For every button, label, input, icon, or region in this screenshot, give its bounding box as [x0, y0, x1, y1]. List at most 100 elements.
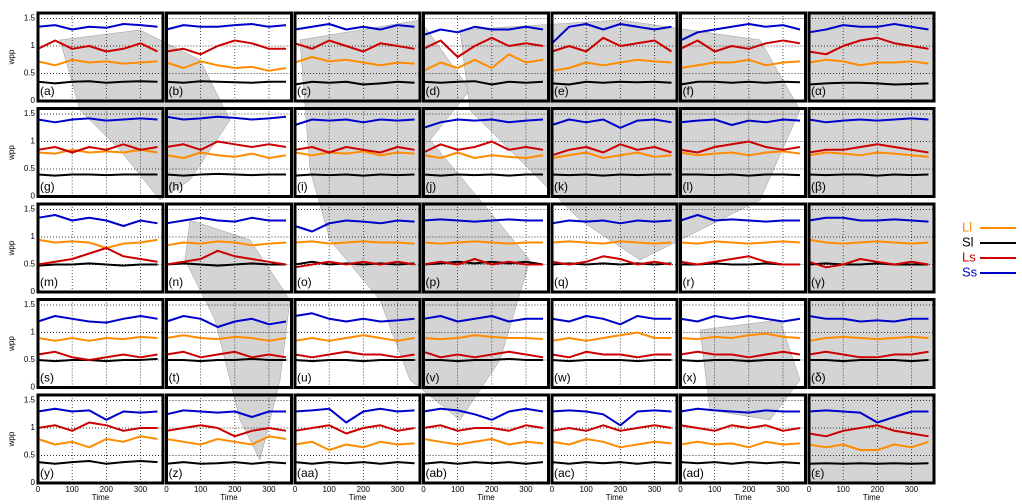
series-line [423, 240, 543, 245]
series-line [294, 150, 415, 157]
series-line [166, 240, 287, 247]
series-line [551, 173, 672, 177]
series-line [37, 315, 158, 324]
x-tick-label: 300 [134, 485, 148, 494]
x-tick-label: 0 [421, 485, 426, 494]
panel-label: (a) [40, 84, 55, 98]
series-line [37, 460, 158, 465]
series-line [37, 117, 158, 124]
series-line [294, 219, 415, 233]
x-tick-label: 0 [807, 485, 812, 494]
series-line [166, 357, 286, 363]
series-line [680, 150, 801, 157]
panel-frame [293, 11, 422, 103]
series-line [808, 424, 929, 438]
series-line [680, 407, 800, 414]
panel-frame [679, 11, 807, 103]
series-line [166, 151, 287, 159]
series-line [423, 350, 544, 359]
panel-background [809, 395, 934, 483]
series-line [37, 39, 158, 53]
x-tick-label: 200 [871, 485, 885, 494]
panel-label: (n) [169, 275, 184, 289]
series-line [680, 424, 801, 432]
series-line [37, 80, 158, 85]
x-tick-label: 0 [293, 485, 298, 494]
panel-label: (aa) [297, 466, 318, 480]
panel-frame [165, 202, 293, 294]
series-line [808, 238, 929, 245]
series-line [809, 359, 929, 363]
series-line [680, 315, 801, 323]
series-line [37, 435, 158, 449]
panel-label: (z) [169, 466, 183, 480]
series-line [423, 36, 544, 58]
series-line [37, 262, 158, 267]
panel-frame [36, 202, 165, 294]
series-line [680, 118, 801, 126]
panel-frame [550, 11, 679, 103]
panel-frame [807, 393, 936, 485]
panel-label: (y) [40, 466, 54, 480]
series-line [166, 315, 287, 328]
panel-label: (t) [169, 371, 180, 385]
panel-label: (α) [811, 84, 826, 98]
series-line [551, 409, 672, 427]
panel-frame [36, 11, 165, 103]
series-line [166, 140, 287, 151]
series-line [166, 172, 286, 177]
series-line [808, 58, 929, 67]
series-line [680, 39, 801, 53]
panel-label: (j) [426, 180, 437, 194]
series-line [37, 58, 158, 67]
series-line [37, 143, 158, 154]
series-line [166, 350, 287, 359]
series-line [680, 140, 801, 154]
series-line [808, 23, 929, 34]
series-line [294, 461, 415, 465]
panel-frame [293, 107, 422, 198]
x-tick-label: 200 [614, 485, 628, 494]
y-tick-label: 0.5 [24, 260, 36, 269]
y-tick-label: 0 [31, 383, 36, 392]
y-tick-label: 1.5 [24, 396, 36, 405]
series-line [680, 58, 801, 69]
series-line [423, 151, 544, 159]
y-tick-label: 0.5 [24, 355, 36, 364]
series-line [294, 407, 415, 424]
panel-label: (o) [297, 275, 312, 289]
series-line [808, 262, 929, 266]
y-tick-label: 1 [31, 137, 36, 146]
panel-label: (w) [554, 371, 571, 385]
x-tick-label: 300 [776, 485, 790, 494]
series-line [680, 23, 801, 42]
series-line [423, 424, 544, 432]
series-line [551, 36, 673, 53]
x-tick-label: 100 [836, 485, 850, 494]
series-line [166, 334, 287, 342]
x-axis-label: Time [477, 493, 495, 502]
panel-frame [165, 298, 293, 389]
series-line [166, 216, 286, 225]
panel-frame [422, 298, 550, 389]
series-line [680, 255, 800, 266]
panel-label: (e) [554, 84, 569, 98]
panel-frame [293, 393, 422, 485]
panel-label: (β) [811, 180, 826, 194]
legend-label: Sl [962, 234, 974, 249]
x-axis-label: Time [220, 493, 238, 502]
y-tick-label: 0 [31, 96, 36, 105]
series-line [808, 151, 929, 158]
x-tick-label: 300 [905, 485, 919, 494]
series-line [37, 407, 158, 421]
panel-frame [422, 202, 550, 294]
x-tick-label: 300 [262, 485, 276, 494]
series-line [423, 357, 543, 363]
panel-frame [807, 107, 936, 198]
panel-frame [165, 107, 293, 198]
series-line [551, 331, 672, 342]
x-axis-label: Time [863, 493, 881, 502]
x-axis-label: Time [92, 493, 110, 502]
panel-frame [36, 298, 165, 389]
